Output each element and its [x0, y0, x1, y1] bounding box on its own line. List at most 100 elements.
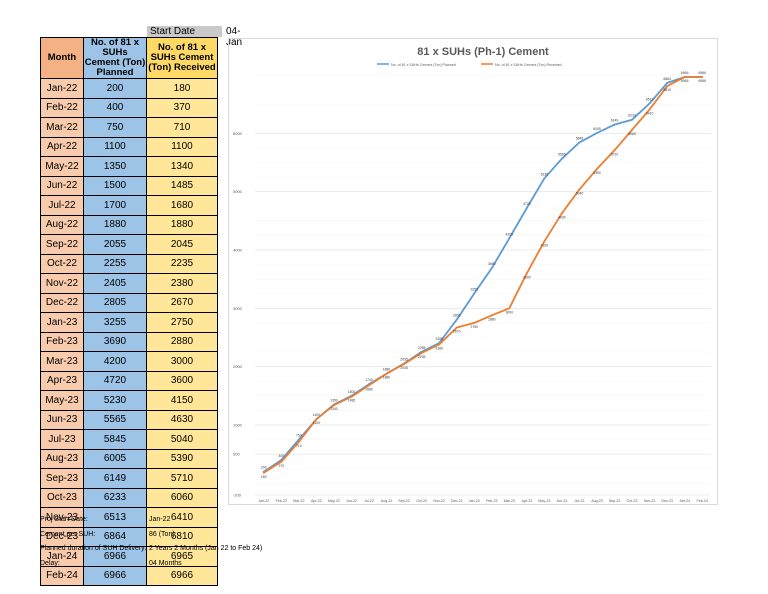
data-point [543, 177, 546, 180]
data-point [666, 85, 669, 87]
data-point [648, 108, 651, 111]
month-cell: Oct-23 [40, 487, 84, 508]
info-value: 86 (Ton) [149, 530, 175, 538]
planned-cell: 6149 [83, 468, 147, 489]
data-label: 710 [296, 444, 302, 448]
planned-cell: 750 [83, 117, 147, 138]
received-cell: 4630 [146, 409, 218, 430]
planned-cell: 3690 [83, 331, 147, 352]
planned-cell: 6864 [83, 526, 147, 547]
info-label: Delay: [40, 559, 60, 567]
month-cell: Oct-22 [40, 253, 84, 274]
data-point [525, 207, 528, 209]
planned-cell: 6233 [83, 487, 147, 508]
planned-cell: 5845 [83, 429, 147, 450]
data-point [455, 318, 458, 321]
data-label: 6149 [611, 119, 619, 123]
data-point [438, 343, 441, 346]
data-label: 1100 [313, 413, 320, 417]
planned-cell: 1350 [83, 156, 147, 177]
info-label: Proj Start Date: [40, 516, 88, 523]
data-label: 1340 [330, 407, 338, 411]
data-label: 1100 [313, 421, 320, 425]
info-value: Jan-22 [149, 516, 171, 523]
info-value: 2 Years 2 Months (Jan 22 to Feb 24) [149, 545, 263, 552]
received-cell: 1880 [146, 214, 218, 235]
x-tick-label: Oct-22 [416, 499, 427, 503]
table-row: Mar-22 750 710 [40, 117, 218, 138]
legend-entry: No. of 81 x SUHs Cement (Ton) Planned [391, 63, 456, 67]
data-point [613, 149, 616, 152]
planned-cell: 2805 [83, 292, 147, 313]
table-row: Oct-23 6233 6060 [40, 487, 218, 508]
data-label: 5230 [541, 172, 549, 176]
planned-cell: 2405 [83, 273, 147, 294]
month-cell: Jun-22 [40, 175, 84, 196]
planned-cell: 4200 [83, 351, 147, 372]
x-tick-label: Jan-24 [679, 499, 690, 503]
data-label: 370 [278, 464, 284, 468]
table-row: Sep-23 6149 5710 [40, 468, 218, 489]
x-tick-label: Jan-23 [469, 499, 480, 503]
x-tick-label: Mar-22 [293, 499, 304, 503]
month-cell: Mar-23 [40, 351, 84, 372]
month-cell: Jul-23 [40, 429, 84, 450]
received-cell: 5710 [146, 468, 218, 489]
data-point [333, 404, 335, 407]
month-cell: Jan-22 [40, 78, 84, 99]
planned-cell: 1700 [83, 195, 147, 216]
month-cell: Jan-24 [40, 546, 84, 567]
received-cell: 6966 [146, 565, 218, 586]
x-tick-label: Jul-23 [575, 499, 585, 503]
data-label: 400 [278, 454, 284, 458]
table-row: Apr-23 4720 3600 [40, 370, 218, 391]
received-cell: 6060 [146, 487, 218, 508]
cement-chart: 81 x SUHs (Ph-1) Cement No. of 81 x SUHs … [228, 38, 718, 505]
table-row: Feb-22 400 370 [40, 97, 218, 118]
y-tick-label: -200 [233, 493, 242, 498]
month-cell: Mar-22 [40, 117, 84, 138]
data-label: 6233 [628, 114, 636, 118]
x-tick-label: Dec-22 [451, 499, 463, 503]
planned-cell: 6005 [83, 448, 147, 469]
data-label: 2750 [470, 325, 478, 329]
table-row: Jan-23 3255 2750 [40, 312, 218, 333]
month-cell: Feb-22 [40, 97, 84, 118]
cement-table: Month No. of 81 x SUHs Cement (Ton) Plan… [40, 37, 218, 586]
data-point [596, 132, 598, 134]
table-row: May-23 5230 4150 [40, 390, 218, 411]
y-tick-label: 3000 [233, 306, 243, 311]
received-cell: 2380 [146, 273, 218, 294]
column-header-received: No. of 81 x SUHs Cement (Ton) Received [146, 37, 218, 79]
planned-cell: 6513 [83, 507, 147, 528]
column-header-planned: No. of 81 x SUHs Cement (Ton) Planned [83, 37, 147, 79]
planned-cell: 4720 [83, 370, 147, 391]
data-point [385, 372, 388, 375]
x-tick-label: Feb-24 [697, 499, 708, 503]
data-point [648, 102, 651, 105]
data-point [561, 157, 563, 160]
received-cell: 5040 [146, 429, 218, 450]
month-cell: May-22 [40, 156, 84, 177]
start-date-value: 04-Jan [226, 26, 243, 48]
data-point [280, 460, 283, 463]
data-label: 6005 [593, 127, 601, 131]
planned-cell: 200 [83, 78, 147, 99]
data-label: 1350 [330, 399, 338, 403]
data-label: 6864 [663, 77, 671, 81]
planned-cell: 1880 [83, 214, 147, 235]
month-cell: Apr-22 [40, 136, 84, 157]
x-tick-label: Apr-23 [521, 499, 532, 503]
table-row: Jul-23 5845 5040 [40, 429, 218, 450]
received-cell: 3600 [146, 370, 218, 391]
table-header-row: Month No. of 81 x SUHs Cement (Ton) Plan… [40, 37, 218, 79]
received-cell: 1100 [146, 136, 218, 157]
data-point [525, 272, 528, 275]
data-point [473, 292, 476, 295]
data-label: 6966 [698, 79, 706, 83]
data-point [631, 118, 633, 121]
x-tick-label: Jun-22 [346, 499, 357, 503]
data-point [420, 352, 423, 354]
planned-cell: 2255 [83, 253, 147, 274]
month-cell: Apr-23 [40, 370, 84, 391]
